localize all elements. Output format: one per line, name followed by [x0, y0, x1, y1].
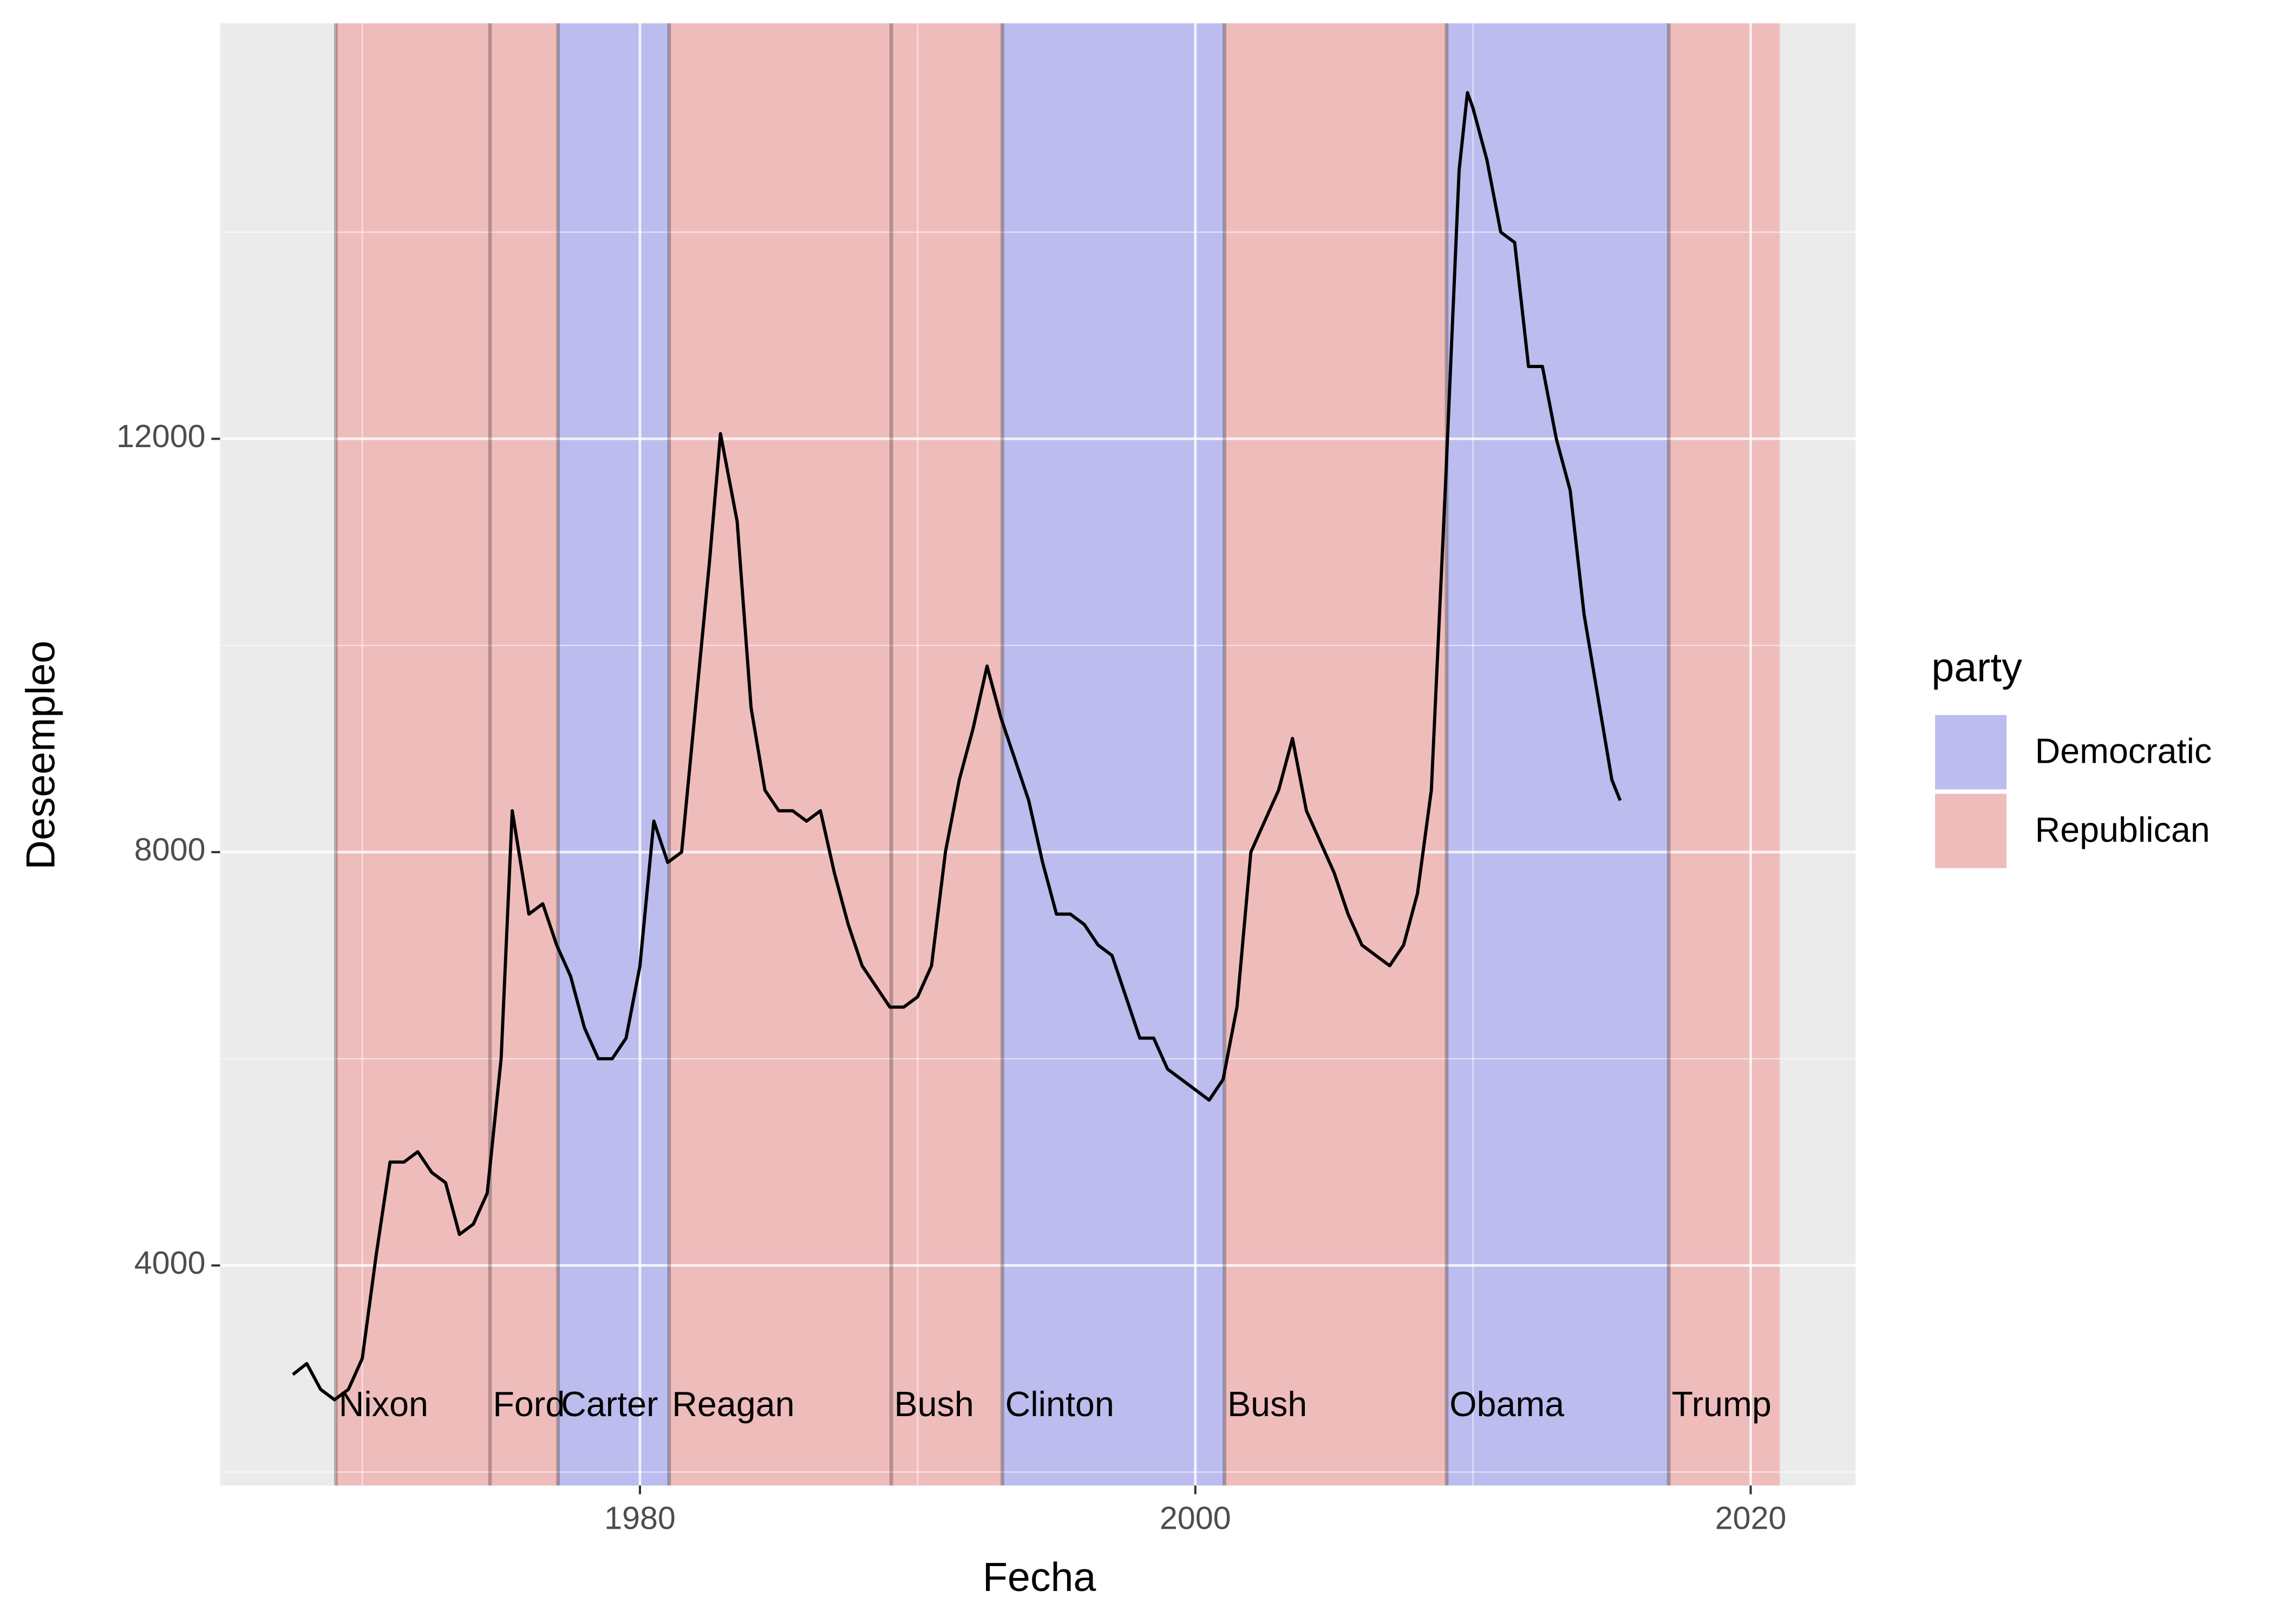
president-label: Nixon — [339, 1385, 428, 1424]
data-line — [292, 91, 1622, 1402]
president-label: Bush — [1227, 1385, 1307, 1424]
y-axis-title: Deseempleo — [18, 640, 63, 869]
legend-key — [1933, 792, 2008, 870]
president-label: Clinton — [1005, 1385, 1114, 1424]
term-band — [891, 23, 1003, 1486]
president-label: Reagan — [672, 1385, 794, 1424]
term-band — [1669, 23, 1780, 1486]
y-tick-label: 12000 — [116, 418, 206, 454]
legend-label: Democratic — [2035, 731, 2212, 770]
president-label: Obama — [1449, 1385, 1564, 1424]
legend-key — [1933, 713, 2008, 791]
legend-key-bg — [1934, 793, 2008, 869]
term-band — [669, 23, 892, 1486]
president-label: Ford — [493, 1385, 565, 1424]
term-band — [336, 23, 491, 1486]
term-band — [1224, 23, 1447, 1486]
term-band — [1446, 23, 1669, 1486]
y-tick-label: 4000 — [134, 1245, 206, 1281]
x-axis-title: Fecha — [983, 1554, 1096, 1600]
president-label: Trump — [1672, 1385, 1772, 1424]
panel-background — [220, 23, 1856, 1486]
term-band — [558, 23, 669, 1486]
x-tick-label: 2000 — [1160, 1499, 1231, 1536]
x-tick-label: 2020 — [1715, 1499, 1787, 1536]
y-tick-label: 8000 — [134, 831, 206, 868]
term-band — [490, 23, 558, 1486]
legend-title: party — [1931, 645, 2022, 690]
term-band — [1002, 23, 1225, 1486]
legend-label: Republican — [2035, 810, 2210, 849]
president-label: Bush — [894, 1385, 974, 1424]
x-tick-label: 1980 — [604, 1499, 676, 1536]
president-label: Carter — [561, 1385, 658, 1424]
legend-key-bg — [1934, 714, 2008, 790]
